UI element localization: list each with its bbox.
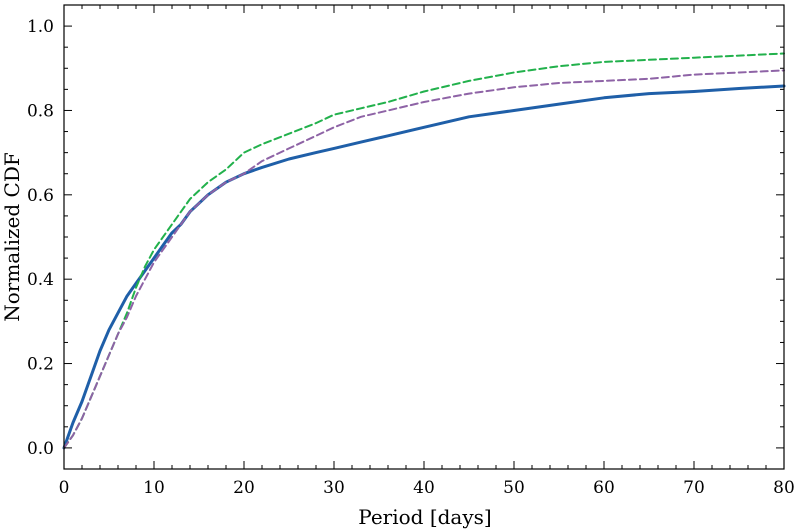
plot-frame (63, 4, 785, 470)
series-line-3 (63, 69, 785, 449)
y-tick-label: 0.0 (27, 439, 54, 459)
x-tick-label: 70 (683, 478, 705, 498)
x-tick-label: 30 (323, 478, 345, 498)
series-line-2 (63, 52, 785, 449)
x-tick-label: 60 (593, 478, 615, 498)
y-tick-label: 0.6 (27, 186, 54, 206)
x-tick-label: 10 (143, 478, 165, 498)
series-line-1 (62, 84, 786, 450)
x-tick-label: 0 (59, 478, 70, 498)
plot-area (62, 52, 786, 450)
y-tick-label: 1.0 (27, 17, 54, 37)
x-tick-label: 20 (233, 478, 255, 498)
x-tick-label: 50 (503, 478, 525, 498)
y-tick-label: 0.2 (27, 355, 54, 375)
y-tick-label: 0.8 (27, 101, 54, 121)
tick-labels: 0 10 20 30 40 50 60 70 80 0.0 0.2 0.4 0.6 0.8 1.0 (27, 17, 795, 498)
x-axis-label: Period [days] (358, 505, 491, 529)
x-tick-label: 80 (773, 478, 795, 498)
axis-ticks (63, 4, 785, 470)
y-tick-label: 0.4 (27, 270, 54, 290)
x-tick-label: 40 (413, 478, 435, 498)
y-axis-label: Normalized CDF (0, 152, 24, 322)
